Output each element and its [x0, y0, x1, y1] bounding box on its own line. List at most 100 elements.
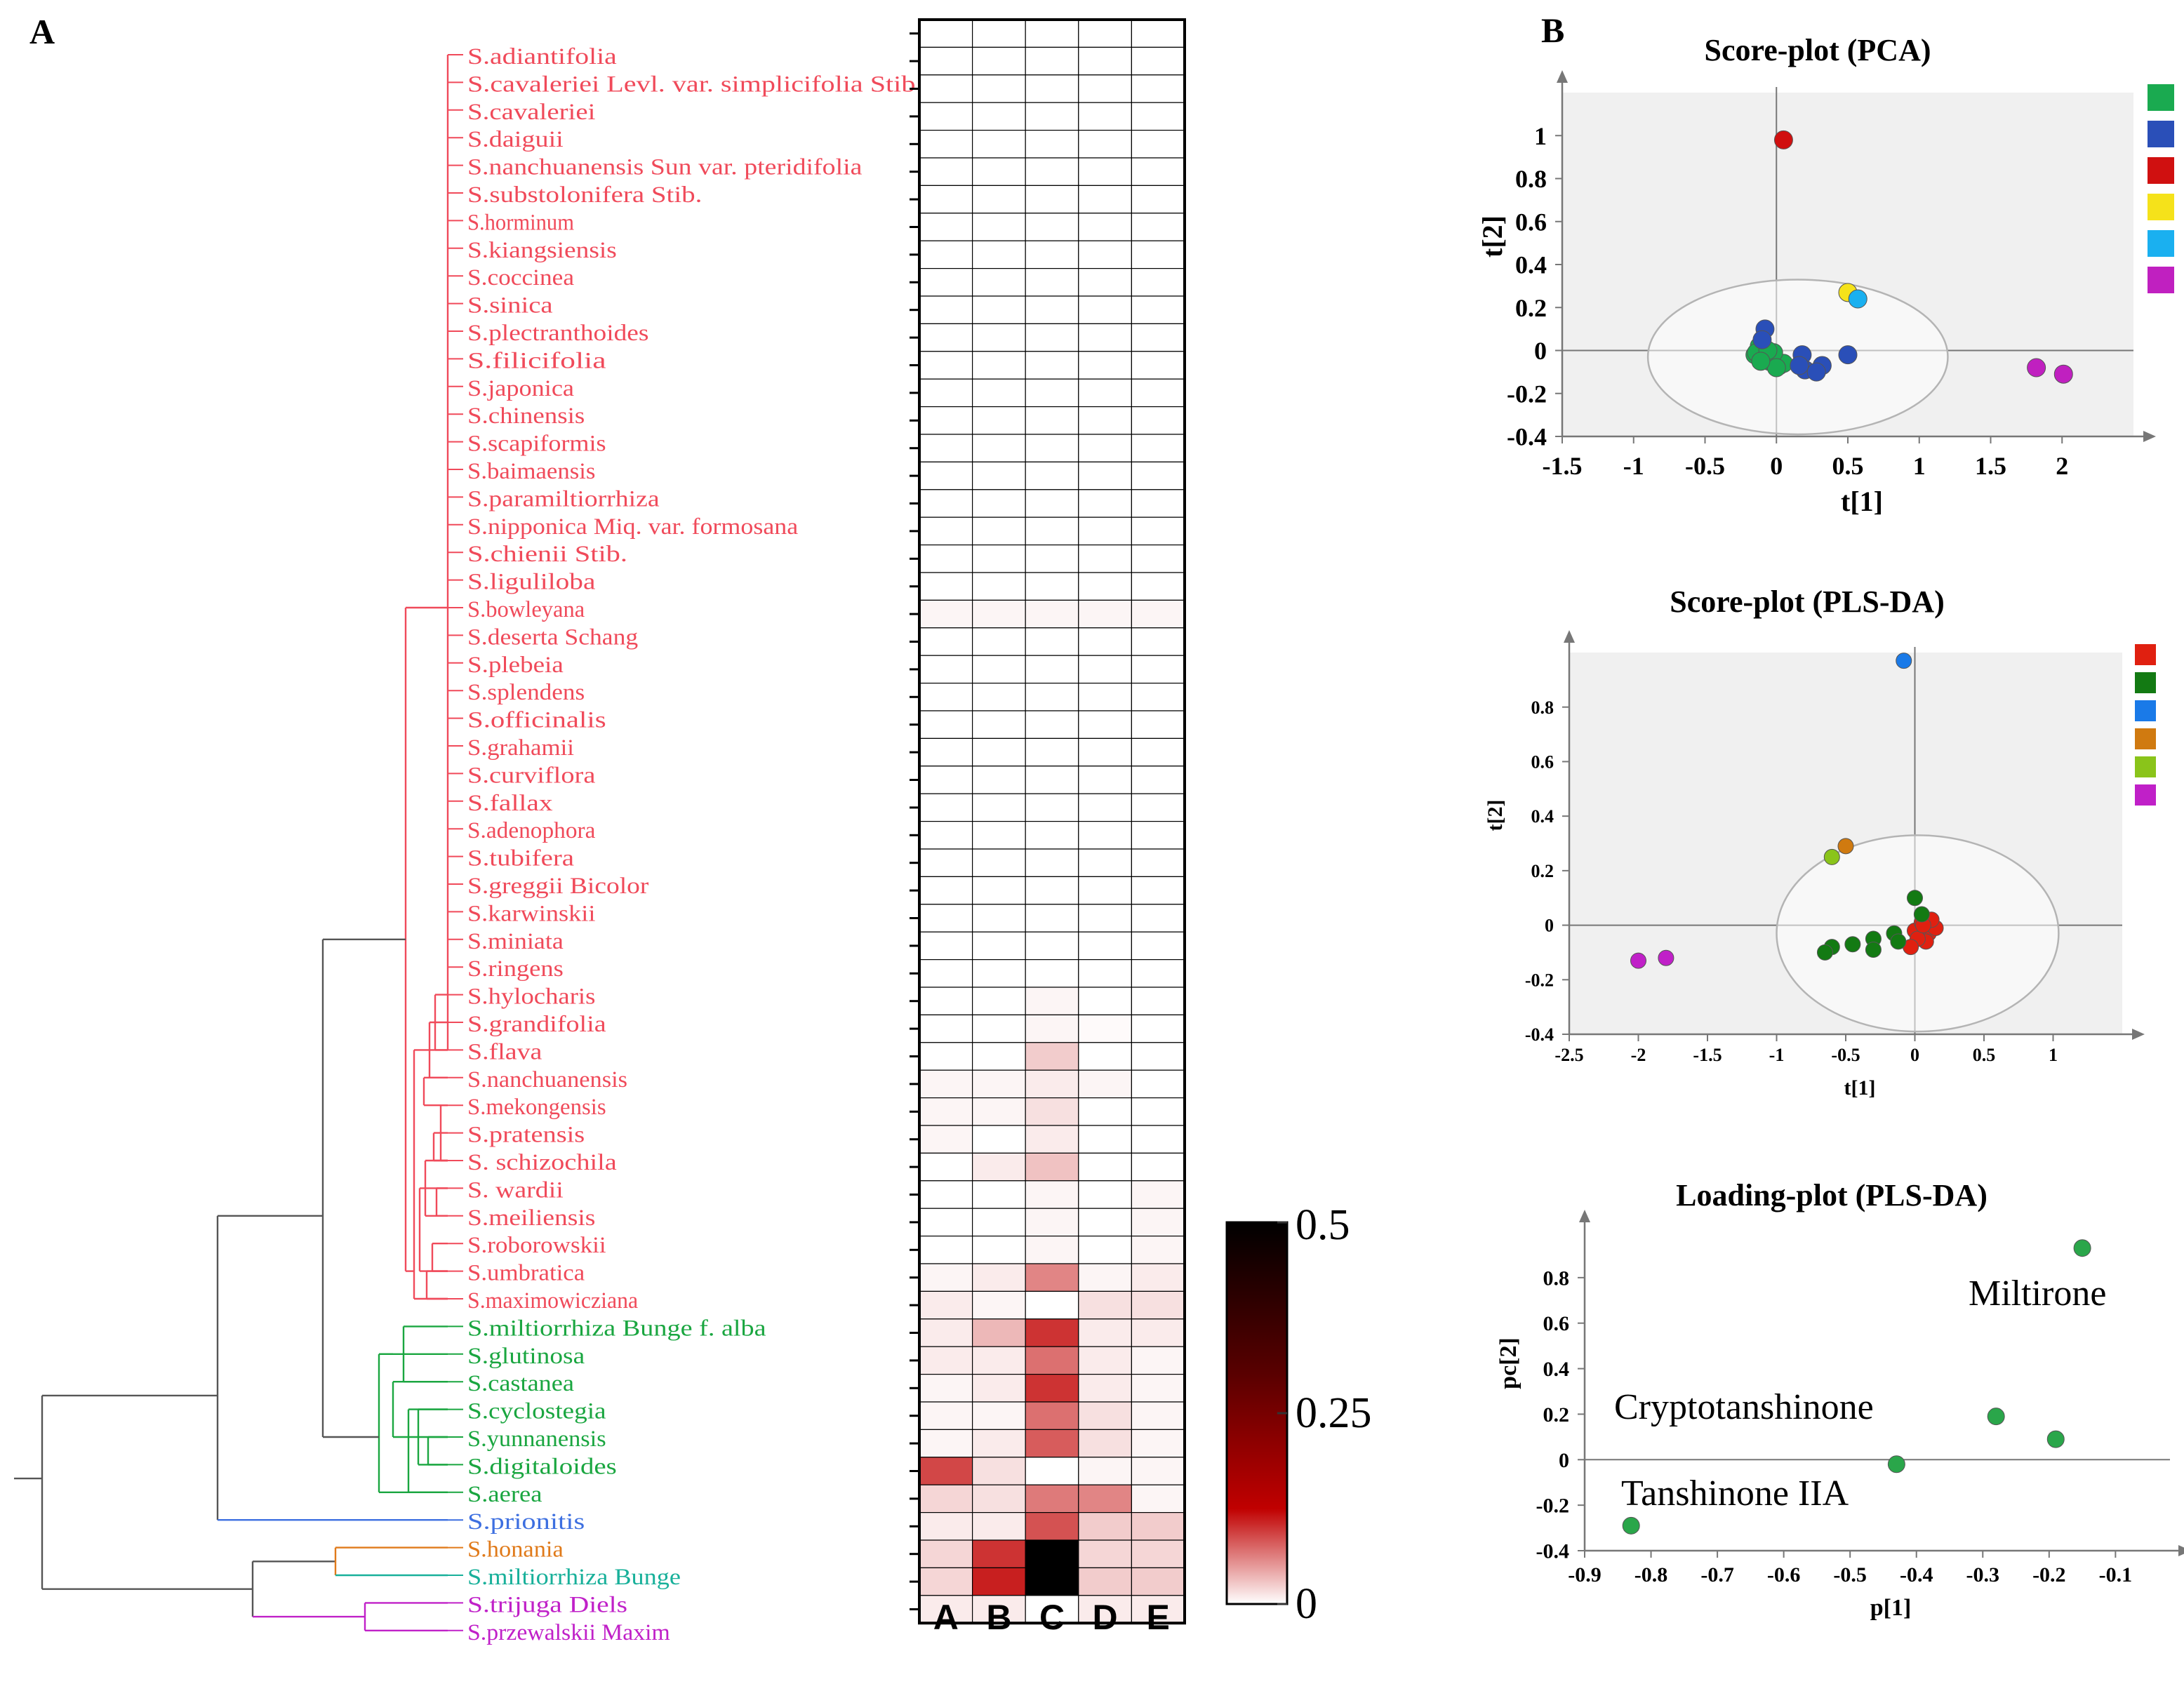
y-tick-label: -0.4: [1536, 1540, 1570, 1563]
x-tick-label: 0: [1770, 452, 1783, 480]
taxon-label: S.filicifolia: [467, 348, 606, 373]
heatmap-cell: [1025, 1373, 1079, 1403]
heatmap-cell: [971, 931, 1026, 961]
heatmap-cell: [919, 489, 973, 518]
heatmap-cell: [971, 46, 1026, 76]
taxon-label: S.grandifolia: [467, 1012, 606, 1037]
heatmap-cell: [919, 1125, 973, 1154]
heatmap-cell: [919, 1373, 973, 1403]
heatmap-cell: [971, 461, 1026, 490]
heatmap-cell: [1131, 406, 1185, 435]
heatmap-cell: [1131, 295, 1185, 325]
pca-score-plot: Score-plot (PCA) -1.5 -1 -0.5 0 0.5 1 1.5 2 1 0.8 0…: [1477, 33, 2174, 517]
heatmap-cell: [1131, 1595, 1185, 1624]
heatmap-cell: [1025, 904, 1079, 933]
heatmap-cell: [919, 1208, 973, 1237]
x-tick-label: -0.5: [1685, 452, 1725, 480]
taxon-label: S.chienii Stib.: [467, 542, 627, 567]
heatmap-cell: [1078, 1318, 1133, 1347]
heatmap-cell: [1131, 793, 1185, 822]
heatmap-cell: [1131, 46, 1185, 76]
data-point: [1658, 949, 1674, 966]
heatmap-cell: [1078, 682, 1133, 711]
heatmap-cell: [1025, 1290, 1079, 1320]
heatmap-cell: [1131, 268, 1185, 297]
heatmap-cell: [1078, 157, 1133, 187]
taxon-label: S.trijuga Diels: [467, 1592, 627, 1617]
heatmap-cell: [919, 1263, 973, 1292]
heatmap-cell: [1131, 1346, 1185, 1375]
heatmap-cell: [971, 710, 1026, 740]
taxon-label: S.miltiorrhiza Bunge: [467, 1565, 681, 1590]
taxon-label: S.nanchuanensis: [467, 1067, 627, 1092]
y-tick-label: 0.6: [1515, 208, 1547, 236]
heatmap-cell: [1131, 240, 1185, 269]
heatmap-cell: [1131, 1042, 1185, 1071]
x-tick-label: -2.5: [1554, 1045, 1583, 1065]
heatmap-cell: [971, 240, 1026, 269]
y-tick-label: -0.2: [1507, 380, 1547, 408]
taxon-label: S.paramiltiorrhiza: [467, 486, 660, 512]
y-tick-label: 0.6: [1543, 1312, 1570, 1335]
heatmap-cell: [919, 1014, 973, 1043]
taxon-label: S.sinica: [467, 293, 553, 319]
heatmap-cell: [1025, 793, 1079, 822]
heatmap-cell: [1131, 19, 1185, 48]
heatmap-cell: [1131, 682, 1185, 711]
heatmap-cell: [919, 1180, 973, 1209]
heatmap-cell: [971, 268, 1026, 297]
heatmap-cell: [971, 1235, 1026, 1264]
data-point: [1913, 906, 1930, 923]
heatmap-cell: [919, 102, 973, 131]
data-point: [1848, 289, 1867, 309]
heatmap-cell: [919, 406, 973, 435]
heatmap-cell: [1131, 1235, 1185, 1264]
heatmap-cell: [1131, 1373, 1185, 1403]
data-point: [1887, 1455, 1905, 1474]
heatmap-cell: [971, 1373, 1026, 1403]
heatmap-cell: [1131, 544, 1185, 573]
heatmap-cell: [919, 682, 973, 711]
y-tick-label: -0.2: [1525, 970, 1554, 990]
taxon-label: S.tubifera: [467, 846, 574, 871]
heatmap-cell: [1078, 19, 1133, 48]
taxon-label: S.coccinea: [467, 265, 574, 290]
heatmap-cell: [971, 627, 1026, 656]
heatmap-cell: [919, 1042, 973, 1071]
heatmap-cell: [1078, 1152, 1133, 1182]
heatmap-cell: [1131, 1208, 1185, 1237]
heatmap-cell: [1078, 627, 1133, 656]
taxon-label: S.liguliloba: [467, 570, 596, 595]
phylogenetic-tree: [14, 54, 463, 1632]
heatmap-cell: [1078, 1069, 1133, 1099]
heatmap-cell: [919, 516, 973, 546]
heatmap-cell: [1078, 820, 1133, 850]
heatmap-column-label: C: [1039, 1598, 1065, 1637]
taxon-label: S.japonica: [467, 376, 574, 401]
y-tick-label: -0.4: [1507, 423, 1547, 451]
taxon-label: S.aerea: [467, 1482, 542, 1507]
heatmap-cell: [971, 1567, 1026, 1596]
heatmap-cell: [1025, 46, 1079, 76]
axis-arrow: [1579, 1210, 1590, 1222]
legend-swatch: [2148, 121, 2174, 147]
heatmap-cell: [1025, 489, 1079, 518]
plsda-score-plot: Score-plot (PLS-DA) -2.5 -2 -1.5 -1 -0.5 0 0.5 1…: [1484, 584, 2156, 1100]
heatmap-cell: [1131, 1097, 1185, 1126]
y-tick-label: 0.4: [1515, 251, 1547, 279]
heatmap-cell: [1025, 185, 1079, 214]
heatmap-cell: [1131, 185, 1185, 214]
heatmap-cell: [1078, 240, 1133, 269]
heatmap-cell: [1025, 268, 1079, 297]
legend-swatch: [2135, 700, 2156, 721]
heatmap-cell: [1078, 378, 1133, 408]
heatmap-cell: [1025, 544, 1079, 573]
heatmap-cell: [1078, 46, 1133, 76]
compound-annotation: Tanshinone IIA: [1621, 1474, 1849, 1513]
heatmap-cell: [1025, 655, 1079, 684]
heatmap-cell: [971, 1069, 1026, 1099]
taxon-label: S.karwinskii: [467, 901, 595, 926]
heatmap-cell: [971, 1097, 1026, 1126]
heatmap-cell: [1131, 434, 1185, 463]
heatmap-cell: [919, 1152, 973, 1182]
